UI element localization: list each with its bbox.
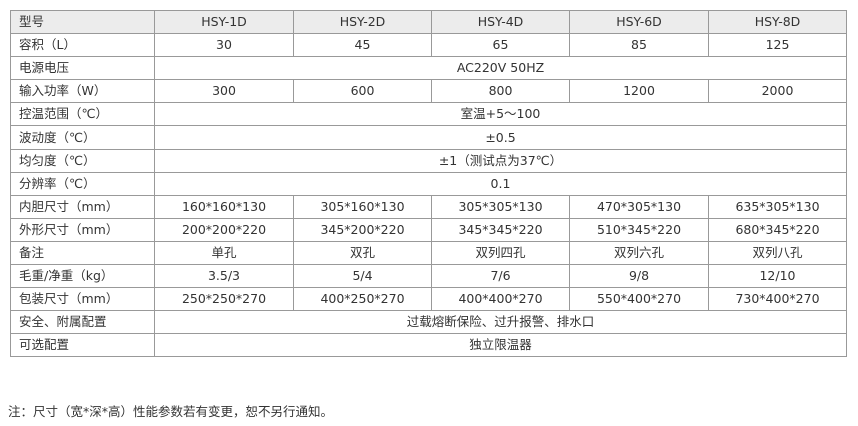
table-row: 控温范围（℃） 室温+5～100: [10, 102, 847, 127]
row-label: 电源电压: [10, 56, 155, 81]
value-cell: 1200: [569, 79, 709, 104]
table-row: 包装尺寸（mm） 250*250*270 400*250*270 400*400*27…: [10, 287, 847, 312]
value-cell: 7/6: [431, 264, 570, 289]
table-row: 电源电压 AC220V 50HZ: [10, 56, 847, 81]
row-label: 均匀度（℃）: [10, 148, 155, 173]
value-cell: 单孔: [154, 240, 294, 266]
header-label: 型号: [10, 9, 155, 35]
row-label: 安全、附属配置: [10, 310, 155, 335]
value-cell-span: 过载熔断保险、过升报警、排水口: [154, 310, 847, 335]
row-label: 波动度（℃）: [10, 125, 155, 150]
value-cell: 400*250*270: [293, 287, 432, 312]
value-cell: 9/8: [569, 264, 709, 289]
model-cell: HSY-1D: [154, 9, 294, 35]
value-cell: 305*305*130: [431, 194, 570, 219]
row-label: 容积（L）: [10, 33, 155, 58]
value-cell: 5/4: [293, 264, 432, 289]
value-cell: 2000: [708, 79, 847, 104]
value-cell: 635*305*130: [708, 194, 847, 219]
value-cell: 85: [569, 33, 709, 58]
value-cell: 300: [154, 79, 294, 104]
value-cell-span: ±0.5: [154, 125, 847, 150]
row-label: 可选配置: [10, 333, 155, 358]
header-row: 型号 HSY-1D HSY-2D HSY-4D HSY-6D HSY-8D: [10, 9, 847, 35]
value-cell: 470*305*130: [569, 194, 709, 219]
row-label: 控温范围（℃）: [10, 102, 155, 127]
value-cell: 250*250*270: [154, 287, 294, 312]
value-cell-span: ±1（测试点为37℃）: [154, 148, 847, 173]
row-label: 外形尺寸（mm）: [10, 217, 155, 242]
model-cell: HSY-8D: [708, 9, 847, 35]
table-row: 容积（L） 30 45 65 85 125: [10, 33, 847, 58]
value-cell: 345*345*220: [431, 217, 570, 242]
value-cell: 800: [431, 79, 570, 104]
value-cell: 65: [431, 33, 570, 58]
value-cell: 双列八孔: [708, 240, 847, 266]
value-cell: 200*200*220: [154, 217, 294, 242]
value-cell: 510*345*220: [569, 217, 709, 242]
row-label: 包装尺寸（mm）: [10, 287, 155, 312]
table-row: 外形尺寸（mm） 200*200*220 345*200*220 345*345*22…: [10, 217, 847, 242]
model-cell: HSY-2D: [293, 9, 432, 35]
value-cell: 600: [293, 79, 432, 104]
table-row: 均匀度（℃） ±1（测试点为37℃）: [10, 148, 847, 173]
value-cell-span: 室温+5～100: [154, 102, 847, 127]
spec-table: 型号 HSY-1D HSY-2D HSY-4D HSY-6D HSY-8D 容积…: [10, 9, 847, 358]
row-label: 输入功率（W）: [10, 79, 155, 104]
value-cell-span: 0.1: [154, 171, 847, 196]
table-row: 波动度（℃） ±0.5: [10, 125, 847, 150]
value-cell: 12/10: [708, 264, 847, 289]
table-row: 内胆尺寸（mm） 160*160*130 305*160*130 305*305*13…: [10, 194, 847, 219]
value-cell: 125: [708, 33, 847, 58]
row-label: 备注: [10, 240, 155, 266]
value-cell: 双孔: [293, 240, 432, 266]
row-label: 内胆尺寸（mm）: [10, 194, 155, 219]
value-cell: 30: [154, 33, 294, 58]
table-row: 毛重/净重（kg） 3.5/3 5/4 7/6 9/8 12/10: [10, 264, 847, 289]
value-cell: 680*345*220: [708, 217, 847, 242]
table-row: 分辨率（℃） 0.1: [10, 171, 847, 196]
value-cell: 45: [293, 33, 432, 58]
row-label: 毛重/净重（kg）: [10, 264, 155, 289]
table-row: 安全、附属配置 过载熔断保险、过升报警、排水口: [10, 310, 847, 335]
value-cell: 400*400*270: [431, 287, 570, 312]
value-cell: 305*160*130: [293, 194, 432, 219]
value-cell: 3.5/3: [154, 264, 294, 289]
value-cell-span: 独立限温器: [154, 333, 847, 358]
value-cell: 双列六孔: [569, 240, 709, 266]
table-row: 可选配置 独立限温器: [10, 333, 847, 358]
footnote: 注：尺寸（宽*深*高）性能参数若有变更，恕不另行通知。: [8, 404, 334, 419]
value-cell: 160*160*130: [154, 194, 294, 219]
value-cell: 345*200*220: [293, 217, 432, 242]
row-label: 分辨率（℃）: [10, 171, 155, 196]
table-row: 备注 单孔 双孔 双列四孔 双列六孔 双列八孔: [10, 240, 847, 266]
value-cell-span: AC220V 50HZ: [154, 56, 847, 81]
value-cell: 550*400*270: [569, 287, 709, 312]
model-cell: HSY-6D: [569, 9, 709, 35]
model-cell: HSY-4D: [431, 9, 570, 35]
table-row: 输入功率（W） 300 600 800 1200 2000: [10, 79, 847, 104]
value-cell: 双列四孔: [431, 240, 570, 266]
value-cell: 730*400*270: [708, 287, 847, 312]
